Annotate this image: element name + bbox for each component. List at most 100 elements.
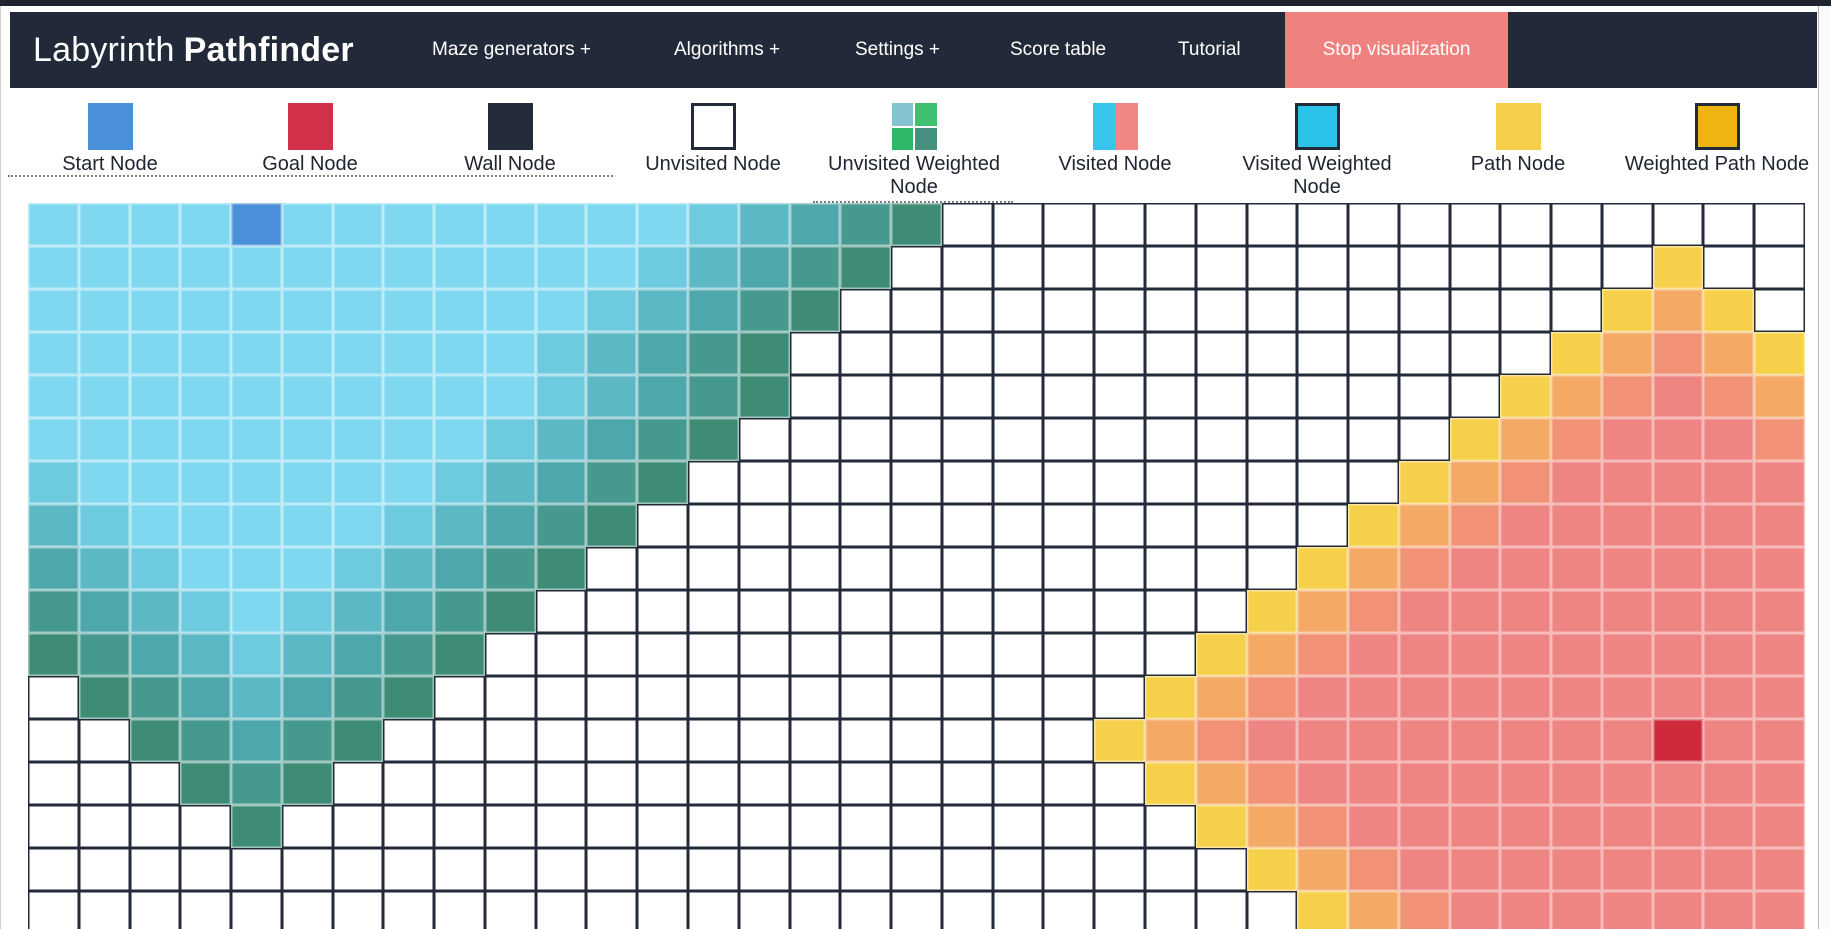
grid-cell[interactable] <box>586 461 638 504</box>
grid-cell[interactable] <box>840 633 892 676</box>
grid-cell[interactable] <box>738 461 790 504</box>
grid-cell[interactable] <box>1754 848 1805 891</box>
grid-cell[interactable] <box>484 203 536 246</box>
grid-cell[interactable] <box>688 805 739 848</box>
grid-cell[interactable] <box>1195 762 1247 805</box>
grid-cell[interactable] <box>941 461 993 504</box>
grid-cell[interactable] <box>1094 848 1145 891</box>
grid-cell[interactable] <box>281 590 333 633</box>
grid-cell[interactable] <box>78 418 130 461</box>
grid-cell[interactable] <box>1500 375 1552 418</box>
grid-cell[interactable] <box>28 676 79 719</box>
grid-cell[interactable] <box>840 547 892 590</box>
grid-cell[interactable] <box>1195 590 1247 633</box>
grid-cell[interactable] <box>840 332 892 375</box>
grid-cell[interactable] <box>484 676 536 719</box>
grid-cell[interactable] <box>129 375 181 418</box>
grid-cell[interactable] <box>586 762 638 805</box>
grid-cell[interactable] <box>1195 676 1247 719</box>
grid-cell[interactable] <box>180 590 232 633</box>
grid-cell[interactable] <box>28 289 79 332</box>
grid-cell[interactable] <box>1297 418 1349 461</box>
grid-cell[interactable] <box>180 633 232 676</box>
grid-cell[interactable] <box>1246 891 1298 929</box>
grid-cell[interactable] <box>1297 590 1349 633</box>
grid-cell[interactable] <box>941 332 993 375</box>
grid-cell[interactable] <box>992 418 1044 461</box>
grid-cell[interactable] <box>281 547 333 590</box>
grid-cell[interactable] <box>789 805 841 848</box>
grid-cell[interactable] <box>332 418 384 461</box>
grid-cell[interactable] <box>535 805 587 848</box>
grid-cell[interactable] <box>1652 590 1704 633</box>
grid-cell[interactable] <box>434 246 485 289</box>
grid-cell[interactable] <box>535 246 587 289</box>
grid-cell[interactable] <box>688 891 739 929</box>
grid-cell[interactable] <box>28 246 79 289</box>
grid-cell[interactable] <box>1551 461 1602 504</box>
grid-cell[interactable] <box>992 848 1044 891</box>
grid-cell[interactable] <box>941 590 993 633</box>
grid-cell[interactable] <box>78 289 130 332</box>
grid-cell[interactable] <box>1652 891 1704 929</box>
grid-cell[interactable] <box>1703 547 1755 590</box>
grid-cell[interactable] <box>789 289 841 332</box>
grid-cell[interactable] <box>1398 590 1450 633</box>
grid-cell[interactable] <box>1500 805 1552 848</box>
grid-cell[interactable] <box>1195 719 1247 762</box>
grid-cell[interactable] <box>941 375 993 418</box>
grid-cell[interactable] <box>1449 418 1501 461</box>
grid-cell[interactable] <box>434 762 485 805</box>
grid-cell[interactable] <box>891 762 942 805</box>
grid-cell[interactable] <box>1551 719 1602 762</box>
grid-cell[interactable] <box>1754 762 1805 805</box>
grid-cell[interactable] <box>891 805 942 848</box>
grid-cell[interactable] <box>637 891 689 929</box>
grid-cell[interactable] <box>281 461 333 504</box>
grid-cell[interactable] <box>1601 848 1653 891</box>
grid-cell[interactable] <box>129 633 181 676</box>
grid-cell[interactable] <box>688 375 739 418</box>
grid-cell[interactable] <box>180 762 232 805</box>
grid-cell[interactable] <box>941 805 993 848</box>
grid-cell[interactable] <box>1297 246 1349 289</box>
grid-cell[interactable] <box>1398 719 1450 762</box>
grid-cell[interactable] <box>1195 633 1247 676</box>
stop-visualization-button[interactable]: Stop visualization <box>1285 12 1508 88</box>
grid-cell[interactable] <box>1703 891 1755 929</box>
grid-cell[interactable] <box>332 805 384 848</box>
grid-cell[interactable] <box>1144 504 1196 547</box>
grid-cell[interactable] <box>992 504 1044 547</box>
grid-cell[interactable] <box>1297 504 1349 547</box>
grid-cell[interactable] <box>1601 719 1653 762</box>
grid-cell[interactable] <box>688 590 739 633</box>
grid-cell[interactable] <box>1551 848 1602 891</box>
grid-cell[interactable] <box>535 418 587 461</box>
grid-cell[interactable] <box>1398 762 1450 805</box>
grid-cell[interactable] <box>840 504 892 547</box>
grid-cell[interactable] <box>1601 375 1653 418</box>
grid-cell[interactable] <box>637 418 689 461</box>
grid-cell[interactable] <box>332 547 384 590</box>
grid-cell[interactable] <box>383 246 435 289</box>
grid-cell[interactable] <box>1449 504 1501 547</box>
grid-cell[interactable] <box>1246 848 1298 891</box>
grid-cell[interactable] <box>1348 676 1399 719</box>
grid-cell[interactable] <box>28 590 79 633</box>
grid-cell[interactable] <box>891 289 942 332</box>
grid-cell[interactable] <box>891 375 942 418</box>
grid-cell[interactable] <box>332 762 384 805</box>
grid-cell[interactable] <box>1652 848 1704 891</box>
grid-cell[interactable] <box>129 805 181 848</box>
grid-cell[interactable] <box>1652 504 1704 547</box>
grid-cell[interactable] <box>1601 461 1653 504</box>
grid-cell[interactable] <box>180 848 232 891</box>
start-node-cell[interactable] <box>231 203 282 246</box>
grid-cell[interactable] <box>586 418 638 461</box>
grid-cell[interactable] <box>1601 762 1653 805</box>
grid-cell[interactable] <box>1043 246 1095 289</box>
grid-cell[interactable] <box>789 891 841 929</box>
grid-cell[interactable] <box>1601 418 1653 461</box>
grid-cell[interactable] <box>891 332 942 375</box>
grid-cell[interactable] <box>535 762 587 805</box>
